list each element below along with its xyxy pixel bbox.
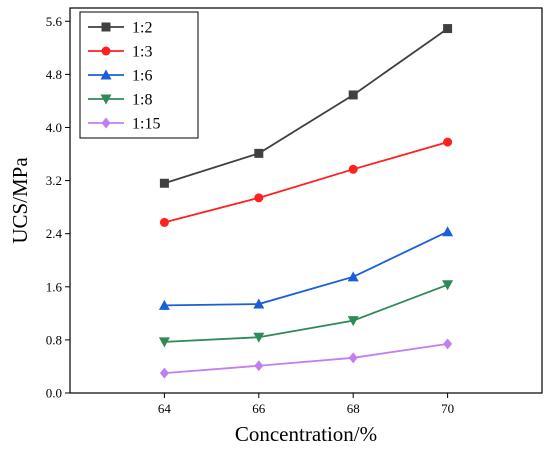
series-line xyxy=(164,27,449,185)
x-tick-label: 70 xyxy=(441,401,454,416)
series-2 xyxy=(159,137,453,227)
x-axis-ticks: 64 66 68 70 xyxy=(158,393,454,416)
data-point xyxy=(254,148,264,158)
data-point xyxy=(443,338,453,350)
data-point xyxy=(347,316,359,327)
data-point xyxy=(347,271,359,282)
data-point xyxy=(254,193,264,203)
data-point xyxy=(159,367,169,379)
data-point xyxy=(442,280,454,291)
x-axis-title: Concentration/% xyxy=(235,422,377,446)
data-point xyxy=(158,299,170,310)
y-tick-label: 1.6 xyxy=(46,279,63,294)
y-tick-label: 3.2 xyxy=(46,173,62,188)
legend-marker xyxy=(100,94,112,105)
legend-label: 1:15 xyxy=(132,116,160,133)
legend: 1:2 1:3 1:6 1:8 1:15 xyxy=(79,11,199,139)
y-tick-label: 5.6 xyxy=(46,14,63,29)
series-line xyxy=(164,283,448,343)
x-tick-label: 64 xyxy=(158,401,172,416)
series-line xyxy=(164,342,448,374)
series-3 xyxy=(158,226,454,310)
series-layer xyxy=(158,24,454,379)
legend-label: 1:3 xyxy=(132,44,152,61)
legend-marker xyxy=(101,117,111,129)
legend-label: 1:2 xyxy=(132,20,152,37)
legend-entry: 1:8 xyxy=(88,92,152,109)
legend-label: 1:8 xyxy=(132,92,152,109)
data-point xyxy=(253,332,265,343)
x-tick-label: 66 xyxy=(252,401,266,416)
legend-marker xyxy=(101,46,111,56)
series-4 xyxy=(158,280,454,348)
data-point xyxy=(158,337,170,348)
data-point xyxy=(443,24,453,34)
y-tick-label: 4.8 xyxy=(46,67,62,82)
data-point xyxy=(253,298,265,309)
legend-label: 1:6 xyxy=(132,68,152,85)
y-tick-label: 0.8 xyxy=(46,332,62,347)
series-line xyxy=(164,230,448,307)
data-point xyxy=(348,90,358,100)
data-point xyxy=(159,217,169,227)
y-axis-ticks: 0.0 0.8 1.6 2.4 3.2 4.0 4.8 5.6 xyxy=(46,14,70,401)
data-point xyxy=(442,226,454,237)
plot-border xyxy=(69,7,543,394)
legend-entry: 1:3 xyxy=(88,44,152,61)
legend-marker xyxy=(101,22,111,32)
data-point xyxy=(159,178,169,188)
legend-marker xyxy=(100,69,112,80)
legend-entry: 1:2 xyxy=(88,20,152,37)
data-point xyxy=(348,352,358,364)
y-tick-label: 2.4 xyxy=(46,226,63,241)
legend-entry: 1:15 xyxy=(88,116,160,133)
legend-entry: 1:6 xyxy=(88,68,152,85)
data-point xyxy=(348,164,358,174)
data-point xyxy=(443,137,453,147)
data-point xyxy=(254,360,264,372)
y-axis-title: UCS/MPa xyxy=(8,157,32,244)
series-5 xyxy=(159,338,453,379)
y-tick-label: 4.0 xyxy=(46,120,62,135)
series-1 xyxy=(159,24,453,188)
y-tick-label: 0.0 xyxy=(46,386,62,401)
series-line xyxy=(164,141,448,224)
plot-frame xyxy=(69,7,543,394)
x-tick-label: 68 xyxy=(347,401,360,416)
